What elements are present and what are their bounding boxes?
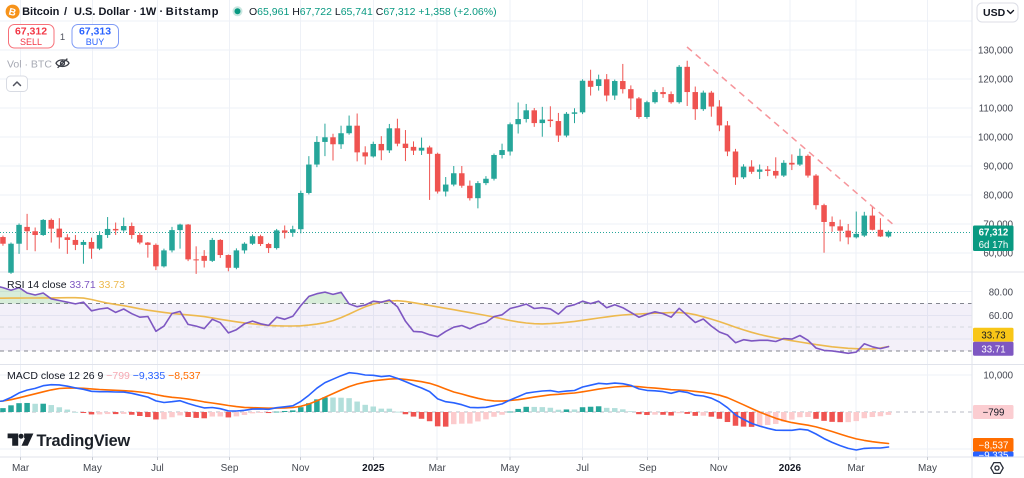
svg-text:60.00: 60.00	[989, 311, 1014, 322]
svg-text:80,000: 80,000	[983, 191, 1013, 202]
svg-text:110,000: 110,000	[979, 104, 1014, 115]
svg-text:B: B	[7, 7, 17, 19]
svg-text:2025: 2025	[362, 463, 385, 474]
svg-text:−799: −799	[983, 408, 1005, 419]
svg-text:33.71: 33.71	[981, 344, 1005, 355]
svg-text:120,000: 120,000	[978, 75, 1014, 86]
svg-text:−9,335: −9,335	[979, 451, 1009, 462]
svg-text:TradingView: TradingView	[37, 432, 131, 450]
svg-text:May: May	[918, 463, 937, 474]
svg-text:1: 1	[60, 32, 65, 43]
svg-text:RSI 14 close 33.71 33.73: RSI 14 close 33.71 33.73	[7, 279, 125, 291]
svg-text:Jul: Jul	[151, 463, 164, 474]
svg-text:100,000: 100,000	[978, 133, 1014, 144]
svg-text:60,000: 60,000	[983, 249, 1013, 260]
svg-text:BUY: BUY	[86, 37, 105, 47]
svg-text:2026: 2026	[779, 463, 802, 474]
svg-text:Mar: Mar	[12, 463, 30, 474]
svg-text:Sep: Sep	[221, 463, 239, 474]
svg-text:SELL: SELL	[20, 37, 42, 47]
svg-text:O65,961 H67,722 L65,741 C67,31: O65,961 H67,722 L65,741 C67,312 +1,358 (…	[249, 6, 497, 18]
svg-text:Mar: Mar	[429, 463, 447, 474]
svg-text:130,000: 130,000	[978, 46, 1014, 57]
svg-text:Bitcoin/U.S. Dollar·1W·Bitstam: Bitcoin / U.S. Dollar · 1W · Bitstamp	[22, 6, 219, 18]
svg-text:67,313: 67,313	[79, 26, 111, 38]
svg-text:Sep: Sep	[639, 463, 657, 474]
svg-text:Mar: Mar	[847, 463, 865, 474]
svg-text:6d 17h: 6d 17h	[979, 240, 1009, 251]
svg-text:80.00: 80.00	[989, 287, 1014, 298]
svg-text:67,312: 67,312	[979, 228, 1009, 239]
svg-text:Nov: Nov	[292, 463, 310, 474]
svg-text:May: May	[83, 463, 102, 474]
svg-text:MACD close 12 26 9 −799 −9,3: MACD close 12 26 9 −799 −9,335 −8,537	[7, 370, 201, 382]
svg-text:Jul: Jul	[576, 463, 589, 474]
svg-text:USD: USD	[983, 7, 1006, 19]
svg-text:10,000: 10,000	[983, 371, 1013, 382]
svg-text:33.73: 33.73	[981, 330, 1005, 341]
svg-text:70,000: 70,000	[983, 220, 1013, 231]
svg-text:90,000: 90,000	[983, 162, 1013, 173]
svg-text:−8,537: −8,537	[979, 440, 1009, 451]
svg-text:Nov: Nov	[710, 463, 728, 474]
svg-text:Vol · BTC: Vol · BTC	[7, 59, 52, 71]
svg-text:67,312: 67,312	[15, 26, 47, 38]
svg-text:May: May	[501, 463, 520, 474]
